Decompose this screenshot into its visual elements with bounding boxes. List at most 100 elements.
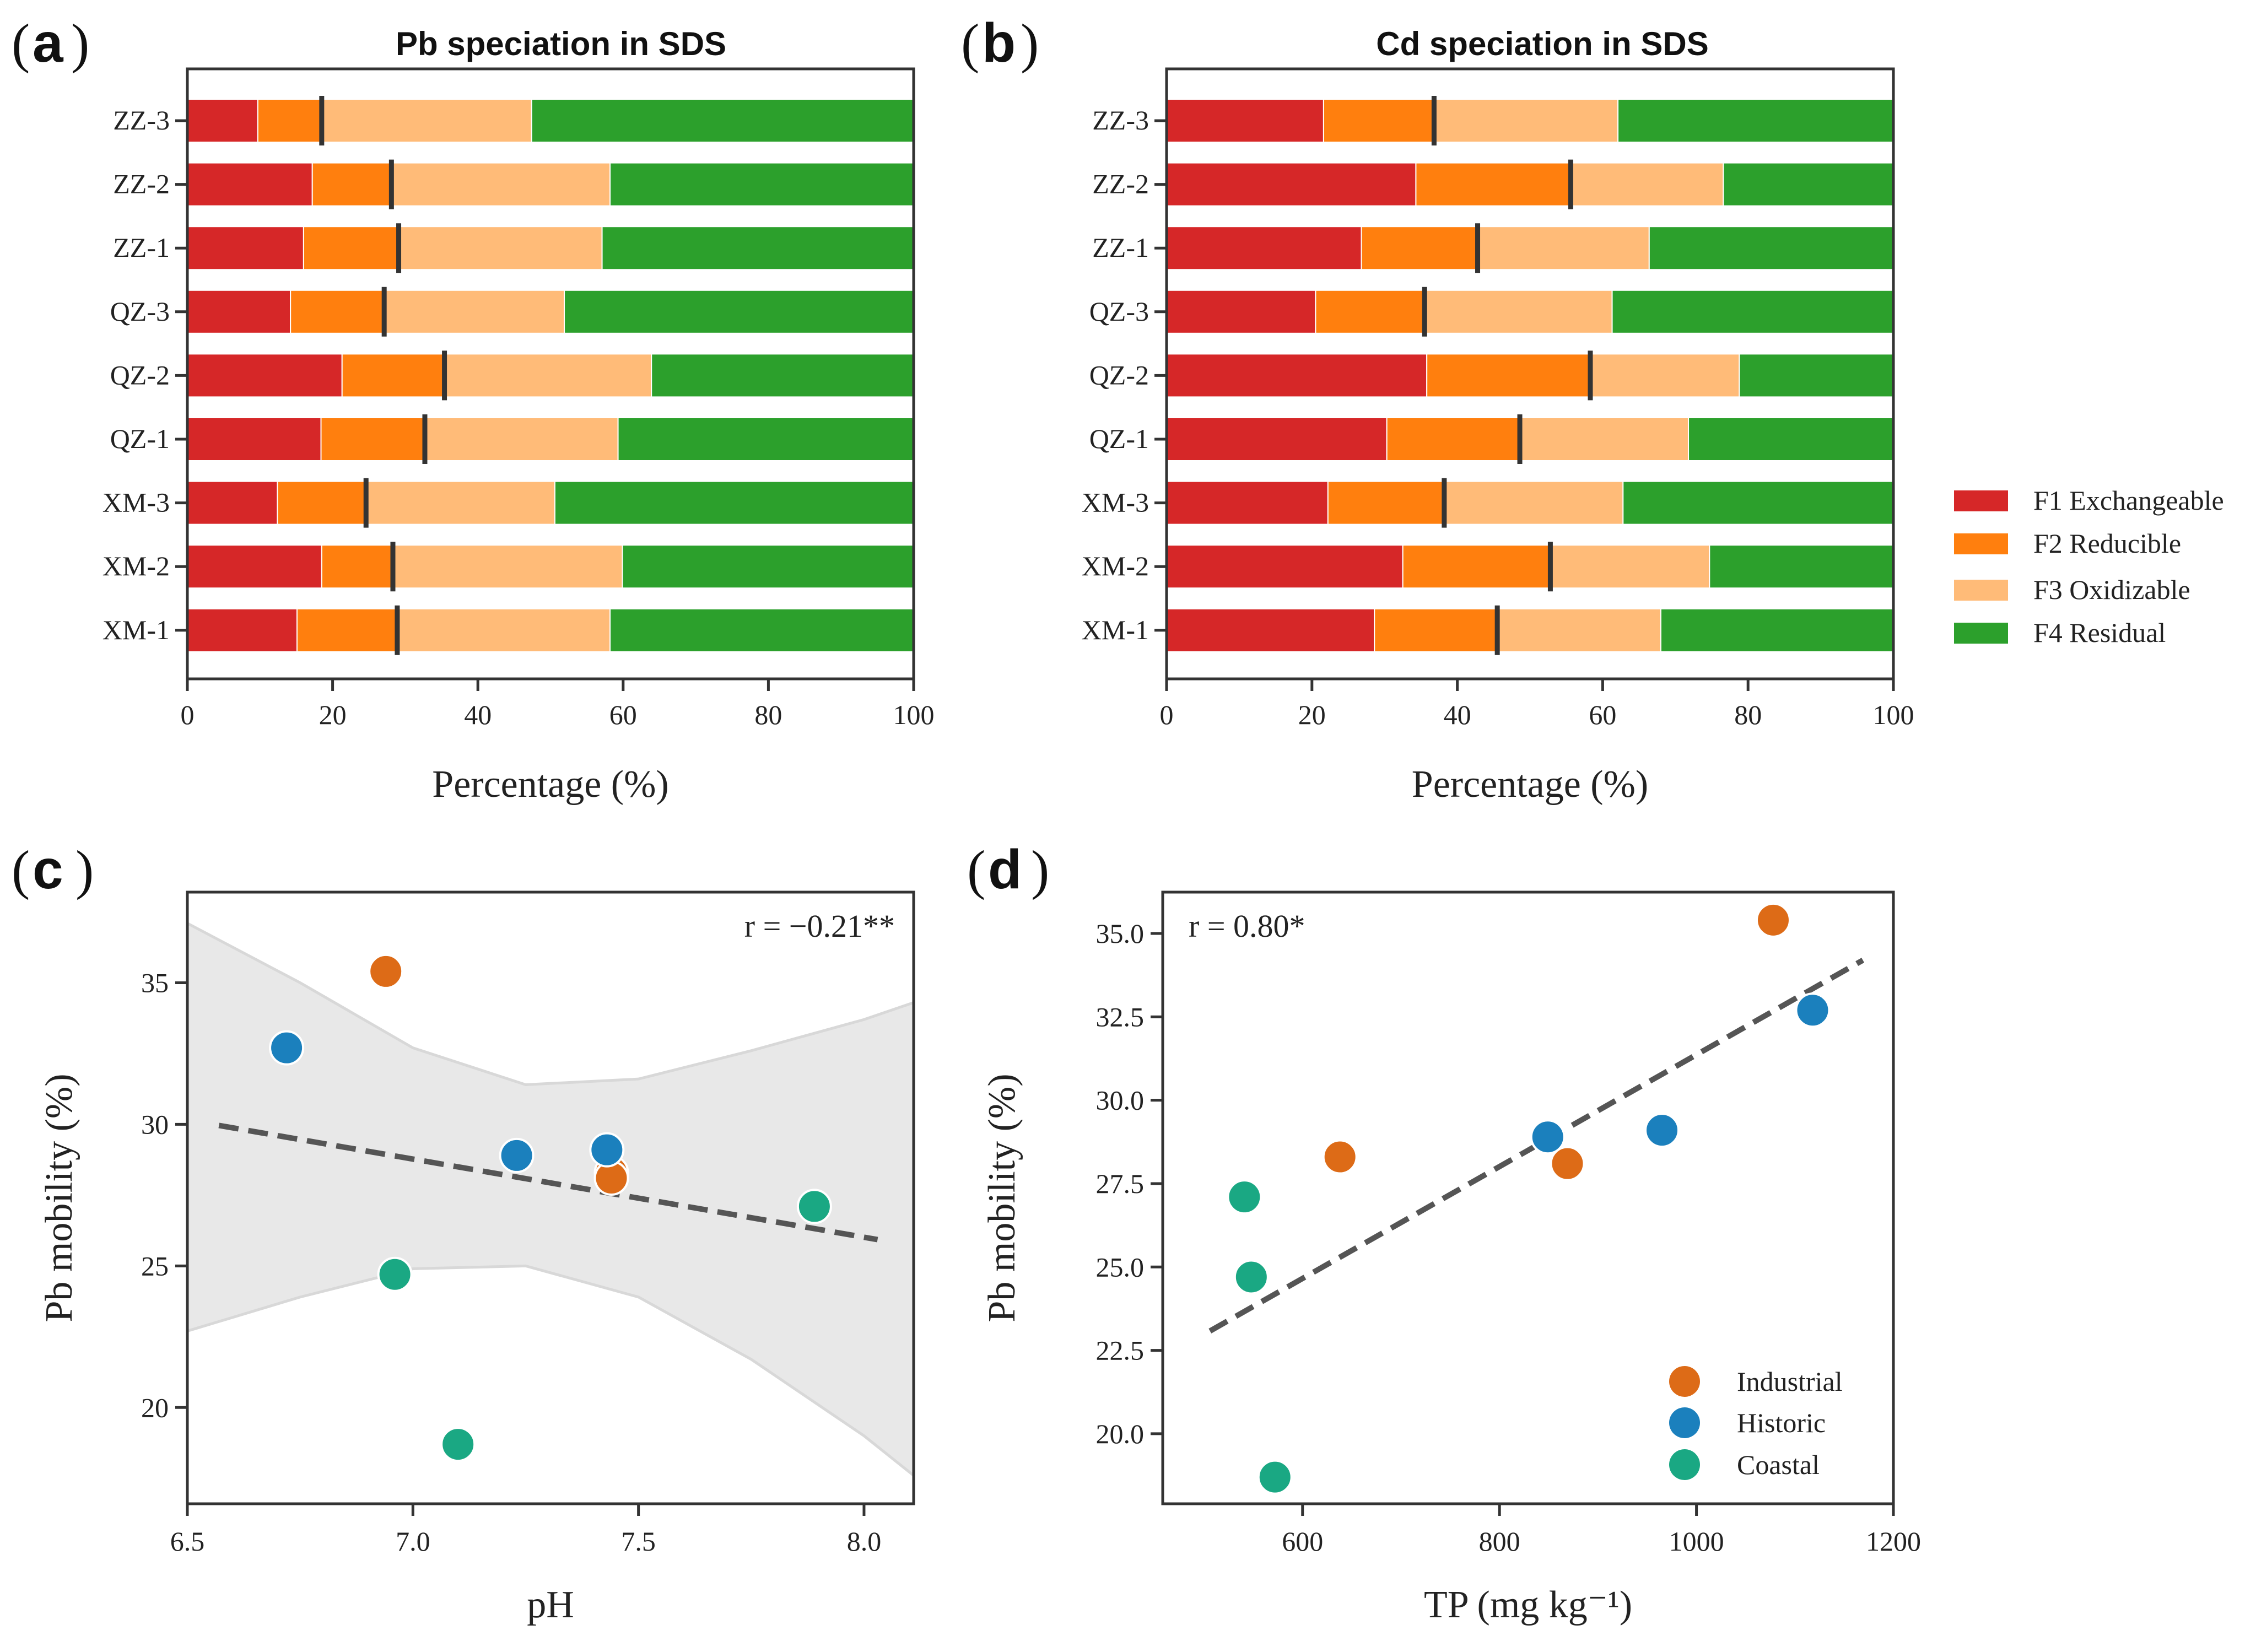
x-tick-label: 8.0 [847,1526,882,1557]
x-tick-label: 80 [754,699,782,730]
panel-letter-close-paren: ) [1021,13,1039,74]
legend-marker-industrial [1669,1366,1700,1397]
panel-letter-close-paren: ) [71,13,89,74]
x-tick-label: 1200 [1866,1526,1921,1557]
legend-marker-coastal [1669,1449,1700,1480]
axes-frame [1161,890,1895,1505]
fraction-legend [1954,490,2008,644]
bar-F4-ZZ-3 [1617,99,1895,143]
x-tick-label: 7.5 [621,1526,656,1557]
bar-F1-ZZ-3 [1166,99,1324,143]
panel-letter: b [982,12,1016,74]
plot-area [187,921,914,1477]
y-tick-label: ZZ-2 [113,169,170,199]
x-axis-label: Percentage (%) [1412,763,1648,806]
y-tick-label: ZZ-1 [1092,232,1149,263]
y-tick-label: 20 [141,1392,169,1423]
x-tick-label: 60 [609,699,637,730]
bar-F1-QZ-1 [187,417,322,461]
panel-letter: c [33,839,63,900]
point-coastal [796,1189,832,1224]
legend-label: Coastal [1737,1449,1820,1480]
panel-a: () [12,13,915,691]
point-industrial [368,953,404,989]
y-tick-label: QZ-2 [1089,359,1149,390]
bar-F4-QZ-2 [1739,353,1895,398]
legend-marker-historic [1669,1407,1700,1438]
bar-F3-QZ-3 [1424,289,1613,334]
bar-F3-QZ-3 [384,289,565,334]
bar-F3-ZZ-1 [398,226,603,271]
bar-F3-QZ-2 [1589,353,1740,398]
point-historic [1644,1113,1680,1148]
bar-F4-QZ-1 [617,417,914,461]
bar-F4-XM-2 [622,544,915,589]
bar-F2-XM-3 [277,481,367,525]
panel-letter-close-paren: ) [1031,839,1049,900]
bar-F4-XM-3 [1622,481,1895,525]
x-tick-label: 800 [1479,1526,1520,1557]
point-historic [1795,992,1831,1028]
y-tick-label: ZZ-3 [1092,105,1149,136]
y-tick-label: XM-3 [102,487,170,518]
bar-F2-XM-2 [1402,544,1551,589]
legend-label: Historic [1737,1407,1826,1438]
y-tick-label: ZZ-2 [1092,169,1149,199]
point-historic [589,1132,625,1168]
bar-F4-XM-3 [554,481,914,525]
y-tick-label: 25 [141,1250,169,1281]
bar-F2-ZZ-1 [303,226,400,271]
point-historic [1530,1119,1566,1155]
bar-F1-ZZ-1 [1166,226,1362,271]
bar-F2-ZZ-2 [1415,162,1572,207]
y-tick-label: 25.0 [1096,1251,1145,1282]
bar-F2-XM-1 [1374,608,1498,652]
bar-F2-XM-2 [321,544,393,589]
x-tick-label: 6.5 [170,1526,205,1557]
point-historic [269,1030,305,1066]
x-axis-label: Percentage (%) [432,763,668,806]
x-tick-label: 600 [1282,1526,1323,1557]
legend-label: F4 Residual [2033,617,2166,648]
correlation-label: r = −0.21** [744,908,895,944]
y-tick-label: XM-1 [102,614,170,645]
bar-F1-ZZ-2 [187,162,313,207]
point-coastal [1227,1179,1262,1215]
x-axis-label: TP (mg kg⁻¹) [1424,1584,1632,1626]
panel-letter-open-paren: ( [12,839,30,900]
bar-F3-QZ-1 [1519,417,1690,461]
bar-F2-ZZ-3 [1323,99,1435,143]
y-tick-label: XM-2 [1082,550,1149,581]
legend-swatch-F2 [1954,533,2008,554]
x-tick-label: 40 [464,699,492,730]
y-axis-label: Pb mobility (%) [981,1073,1023,1322]
bar-F2-ZZ-1 [1361,226,1478,271]
bar-F1-XM-3 [187,481,278,525]
x-tick-label: 7.0 [396,1526,430,1557]
site-legend [1669,1366,1700,1480]
y-tick-label: 30 [141,1109,169,1140]
legend-swatch-F1 [1954,490,2008,511]
bar-F2-QZ-3 [290,289,385,334]
bar-F3-QZ-2 [444,353,652,398]
panel-d: () [967,839,1895,1516]
bar-F1-QZ-2 [187,353,343,398]
bar-F3-ZZ-3 [1433,99,1619,143]
panel-letter-open-paren: ( [967,839,985,900]
axes-frame [186,67,915,681]
y-tick-label: QZ-1 [1089,423,1149,454]
y-tick-label: XM-1 [1082,614,1149,645]
bar-F4-ZZ-1 [1648,226,1894,271]
bar-F1-XM-1 [187,608,298,652]
bar-F1-XM-2 [187,544,322,589]
bar-F4-XM-1 [609,608,915,652]
x-tick-label: 100 [1873,699,1914,730]
bar-F2-QZ-1 [1386,417,1521,461]
point-industrial [1550,1146,1585,1181]
legend-label: F2 Reducible [2033,528,2181,559]
y-axis-label: Pb mobility (%) [38,1073,80,1322]
y-tick-label: 35.0 [1096,918,1145,949]
y-tick-label: QZ-2 [110,359,170,390]
bar-F3-XM-1 [1497,608,1661,652]
